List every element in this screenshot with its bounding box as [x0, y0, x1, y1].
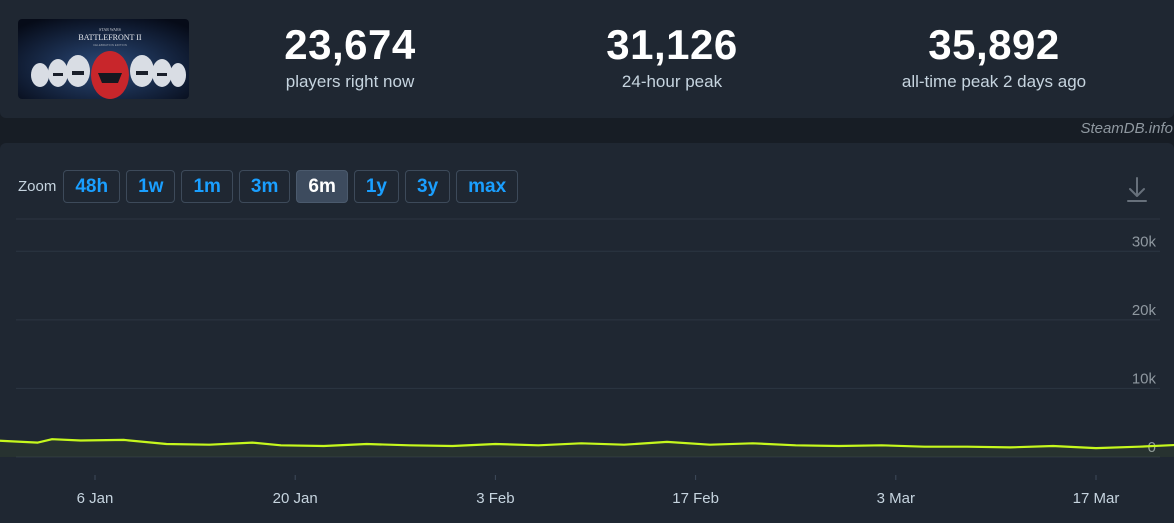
stat-label: all-time peak 2 days ago [901, 72, 1087, 91]
stat-value: 35,892 [928, 21, 1060, 68]
chart-panel: 0 10k 20k 30k 6 Jan 20 Jan 3 Feb 17 Feb 3 Mar 17 … [0, 143, 1174, 523]
data-point [580, 442, 582, 445]
data-point [37, 441, 39, 444]
data-point [623, 443, 625, 446]
player-count-chart[interactable]: 0 10k 20k 30k 6 Jan 20 Jan 3 Feb 17 Feb 3 Mar 17 … [0, 143, 1174, 523]
data-point [165, 443, 168, 445]
stats-panel: STAR WARS BATTLEFRONT II CELEBRATION EDI… [0, 0, 1174, 118]
data-point [122, 439, 125, 441]
zoom-3m-button[interactable]: 3m [238, 170, 291, 203]
stat-label: 24-hour peak [621, 72, 723, 91]
data-point [1052, 445, 1054, 447]
cover-art: STAR WARS BATTLEFRONT II CELEBRATION EDI… [18, 19, 189, 99]
stat-value: 31,126 [606, 21, 738, 68]
stat-label: players right now [285, 72, 415, 91]
data-point [966, 445, 969, 448]
data-point [666, 441, 668, 443]
data-point [709, 443, 711, 446]
zoom-6m-button[interactable]: 6m [296, 170, 348, 203]
stat-24h-peak: 31,126 24-hour peak [562, 22, 782, 92]
x-tick-label: 3 Feb [476, 490, 514, 507]
data-point [280, 444, 282, 447]
download-icon [1127, 177, 1147, 202]
data-point [451, 445, 454, 447]
zoom-1y-button[interactable]: 1y [353, 170, 399, 203]
stat-all-time-peak: 35,892 all-time peak 2 days ago [864, 22, 1124, 92]
zoom-1m-button[interactable]: 1m [181, 170, 233, 203]
data-point [251, 441, 254, 444]
zoom-3y-button[interactable]: 3y [405, 170, 451, 203]
x-tick-label: 3 Mar [877, 490, 915, 507]
data-point [537, 444, 540, 447]
data-point [208, 443, 211, 446]
game-cover-image[interactable]: STAR WARS BATTLEFRONT II CELEBRATION EDI… [18, 19, 189, 99]
zoom-1w-button[interactable]: 1w [126, 170, 176, 203]
data-point [794, 444, 797, 447]
y-tick-label: 10k [1132, 370, 1157, 387]
download-button[interactable] [1126, 176, 1148, 204]
zoom-max-button[interactable]: max [456, 170, 519, 203]
stat-value: 23,674 [284, 21, 416, 68]
y-tick-label: 0 [1148, 439, 1156, 456]
data-point [79, 439, 82, 442]
series-area [0, 439, 1174, 457]
cover-title: BATTLEFRONT II [78, 33, 142, 42]
zoom-48h-button[interactable]: 48h [63, 170, 121, 203]
data-point [408, 444, 411, 447]
zoom-label: Zoom [18, 178, 57, 195]
data-point [323, 445, 325, 447]
x-tick-label: 17 Feb [672, 490, 719, 507]
data-point [923, 445, 926, 448]
zoom-bar: Zoom 48h 1w 1m 3m 6m 1y 3y max [18, 169, 524, 204]
cover-subtitle: CELEBRATION EDITION [93, 43, 127, 47]
data-point [880, 444, 883, 447]
data-point [837, 445, 840, 447]
steamdb-credit-link[interactable]: SteamDB.info [1080, 120, 1173, 137]
x-tick-label: 17 Mar [1073, 490, 1120, 507]
data-point [365, 443, 368, 445]
data-point [1138, 445, 1140, 448]
data-point [1095, 447, 1097, 449]
y-tick-label: 20k [1132, 302, 1157, 319]
series-line [0, 438, 1174, 450]
stat-players-now: 23,674 players right now [240, 22, 460, 92]
y-tick-label: 30k [1132, 233, 1157, 250]
data-point [51, 438, 53, 441]
x-tick-label: 20 Jan [273, 490, 318, 507]
cover-brand: STAR WARS [99, 27, 121, 32]
data-point [494, 443, 497, 445]
data-point [752, 442, 754, 445]
data-point [1009, 446, 1011, 449]
x-tick-label: 6 Jan [77, 490, 114, 507]
